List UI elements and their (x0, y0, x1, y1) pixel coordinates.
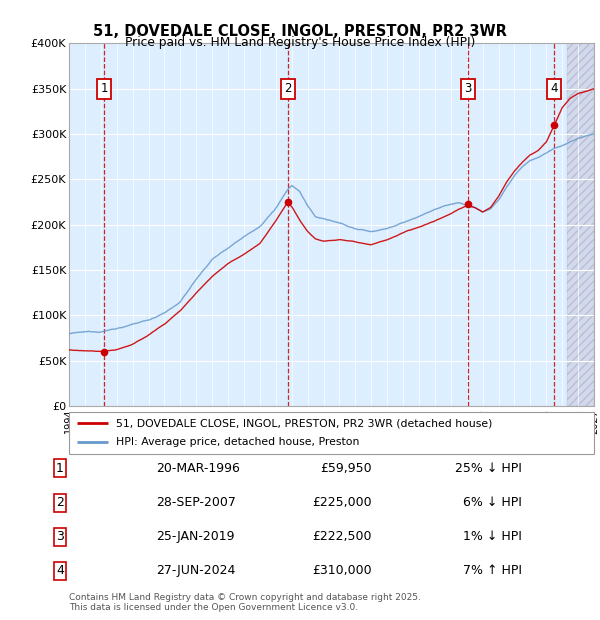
Text: 1% ↓ HPI: 1% ↓ HPI (463, 530, 522, 543)
Text: 2: 2 (56, 496, 64, 509)
Text: £225,000: £225,000 (313, 496, 372, 509)
Text: 4: 4 (56, 564, 64, 577)
Text: 51, DOVEDALE CLOSE, INGOL, PRESTON, PR2 3WR: 51, DOVEDALE CLOSE, INGOL, PRESTON, PR2 … (93, 24, 507, 38)
Text: 7% ↑ HPI: 7% ↑ HPI (463, 564, 522, 577)
Text: 3: 3 (56, 530, 64, 543)
Text: 51, DOVEDALE CLOSE, INGOL, PRESTON, PR2 3WR (detached house): 51, DOVEDALE CLOSE, INGOL, PRESTON, PR2 … (116, 418, 493, 428)
Text: 3: 3 (464, 82, 472, 95)
Text: 25-JAN-2019: 25-JAN-2019 (156, 530, 235, 543)
Text: £310,000: £310,000 (313, 564, 372, 577)
Text: HPI: Average price, detached house, Preston: HPI: Average price, detached house, Pres… (116, 438, 359, 448)
Bar (567, 43, 594, 406)
Text: 6% ↓ HPI: 6% ↓ HPI (463, 496, 522, 509)
Bar (567, 43, 594, 406)
Text: Contains HM Land Registry data © Crown copyright and database right 2025.
This d: Contains HM Land Registry data © Crown c… (69, 593, 421, 612)
Text: 4: 4 (550, 82, 558, 95)
Text: £222,500: £222,500 (313, 530, 372, 543)
Text: 25% ↓ HPI: 25% ↓ HPI (455, 462, 522, 475)
Text: Price paid vs. HM Land Registry's House Price Index (HPI): Price paid vs. HM Land Registry's House … (125, 36, 475, 49)
Text: 2: 2 (284, 82, 292, 95)
FancyBboxPatch shape (69, 412, 594, 454)
Text: £59,950: £59,950 (320, 462, 372, 475)
Text: 1: 1 (56, 462, 64, 475)
Text: 28-SEP-2007: 28-SEP-2007 (156, 496, 236, 509)
Text: 1: 1 (101, 82, 108, 95)
Text: 27-JUN-2024: 27-JUN-2024 (156, 564, 235, 577)
Text: 20-MAR-1996: 20-MAR-1996 (156, 462, 240, 475)
